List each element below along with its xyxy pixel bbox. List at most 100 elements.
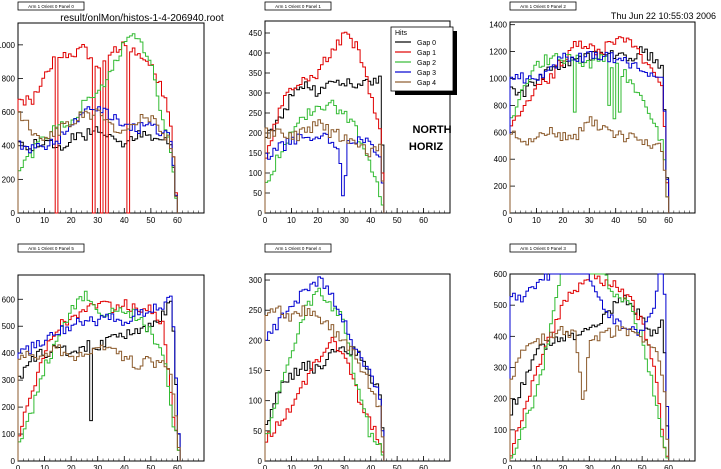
x-tick-label: 20 — [558, 216, 567, 225]
series-line-gap-4 — [264, 305, 385, 461]
series-line-gap-2 — [509, 273, 670, 461]
panel-title-box — [264, 243, 332, 253]
x-tick-label: 10 — [287, 464, 296, 469]
x-tick-label: 60 — [419, 216, 428, 225]
x-tick-label: 60 — [419, 464, 428, 469]
y-tick-label: 100 — [249, 169, 263, 178]
x-tick-label: 20 — [558, 464, 567, 469]
series-line-gap-4 — [264, 119, 385, 213]
y-tick-label: 600 — [2, 108, 16, 117]
x-tick-label: 50 — [146, 216, 155, 225]
x-tick-label: 0 — [263, 216, 268, 225]
y-tick-label: 400 — [2, 142, 16, 151]
series-line-gap-2 — [264, 99, 385, 213]
plot-frame — [509, 21, 696, 214]
y-tick-label: 100 — [249, 397, 263, 406]
panel-title-box — [509, 243, 577, 253]
x-tick-label: 40 — [611, 216, 620, 225]
y-tick-label: 600 — [494, 270, 508, 279]
panel-title: Arm 1 Orient 0 Panel 3 — [520, 246, 566, 251]
x-tick-label: 0 — [16, 216, 21, 225]
series-line-gap-2 — [17, 33, 178, 213]
series-line-gap-1 — [264, 336, 385, 461]
x-tick-label: 20 — [67, 464, 76, 469]
y-tick-label: 500 — [2, 322, 16, 331]
x-tick-label: 30 — [585, 464, 594, 469]
series-line-gap-0 — [17, 126, 178, 213]
series-line-gap-0 — [264, 346, 385, 461]
x-tick-label: 30 — [340, 464, 349, 469]
y-tick-label: 800 — [2, 74, 16, 83]
y-tick-label: 200 — [249, 129, 263, 138]
x-tick-label: 0 — [508, 216, 513, 225]
x-tick-label: 0 — [16, 464, 21, 469]
x-tick-label: 30 — [585, 216, 594, 225]
x-tick-label: 30 — [93, 216, 102, 225]
y-tick-label: 300 — [2, 376, 16, 385]
series-line-gap-1 — [509, 273, 670, 461]
series-line-gap-0 — [264, 75, 385, 213]
y-tick-label: 150 — [249, 149, 263, 158]
panel-title-box — [509, 1, 577, 11]
y-tick-label: 300 — [249, 276, 263, 285]
y-tick-label: 450 — [249, 29, 263, 38]
y-tick-label: 600 — [2, 295, 16, 304]
x-tick-label: 20 — [67, 216, 76, 225]
annotation-north: NORTH — [412, 124, 451, 136]
panel-title: Arm 1 Orient 0 Panel 4 — [275, 246, 321, 251]
histogram-panel: Arm 1 Orient 0 Panel 1 0 10 20 30 40 50 60 0 50 10… — [249, 1, 451, 225]
x-tick-label: 10 — [40, 464, 49, 469]
series-line-gap-2 — [509, 53, 670, 213]
x-tick-label: 60 — [173, 216, 182, 225]
plot-frame — [264, 20, 451, 214]
panel-title-box — [17, 243, 85, 253]
y-tick-label: 200 — [2, 403, 16, 412]
y-tick-label: 0 — [503, 457, 508, 466]
y-tick-label: 200 — [249, 336, 263, 345]
y-tick-label: 250 — [249, 109, 263, 118]
legend-entry: Gap 0 — [417, 40, 436, 47]
x-tick-label: 30 — [93, 464, 102, 469]
histogram-panel: Arm 1 Orient 0 Panel 00 10 20 30 40 50 6002004… — [0, 1, 205, 225]
series-line-gap-4 — [509, 116, 670, 213]
y-tick-label: 50 — [253, 189, 262, 198]
panel-title-box — [17, 1, 85, 11]
y-tick-label: 0 — [258, 209, 263, 218]
y-tick-label: 350 — [249, 69, 263, 78]
y-tick-label: 400 — [249, 49, 263, 58]
x-tick-label: 50 — [638, 216, 647, 225]
legend-entry: Gap 2 — [417, 60, 436, 67]
x-tick-label: 0 — [508, 464, 513, 469]
y-tick-label: 400 — [494, 332, 508, 341]
histogram-panel: Arm 1 Orient 0 Panel 4 0 10 20 30 40 50 60 0 50 10… — [249, 243, 451, 469]
panel-title: Arm 1 Orient 0 Panel 5 — [28, 246, 74, 251]
y-tick-label: 0 — [11, 209, 16, 218]
y-tick-label: 400 — [2, 349, 16, 358]
y-tick-label: 200 — [494, 182, 508, 191]
y-tick-label: 200 — [494, 395, 508, 404]
histogram-panel: Arm 1 Orient 0 Panel 30 10 20 30 40 50 6001002… — [494, 243, 696, 469]
y-tick-label: 200 — [2, 175, 16, 184]
x-tick-label: 60 — [664, 216, 673, 225]
x-tick-label: 10 — [287, 216, 296, 225]
x-tick-label: 20 — [313, 216, 322, 225]
x-tick-label: 10 — [532, 216, 541, 225]
series-line-gap-4 — [509, 325, 670, 461]
legend-title: Hits — [395, 30, 408, 37]
x-tick-label: 30 — [340, 216, 349, 225]
x-tick-label: 40 — [120, 216, 129, 225]
legend-box — [390, 26, 454, 92]
series-line-gap-4 — [17, 344, 181, 461]
series-line-gap-3 — [17, 295, 181, 461]
panel-title: Arm 1 Orient 0 Panel 0 — [28, 4, 74, 9]
series-line-gap-3 — [509, 273, 670, 461]
panel-title: Arm 1 Orient 0 Panel 2 — [520, 4, 566, 9]
x-tick-label: 50 — [146, 464, 155, 469]
x-tick-label: 50 — [638, 464, 647, 469]
x-tick-label: 50 — [393, 464, 402, 469]
series-line-gap-1 — [17, 299, 181, 461]
x-tick-label: 40 — [366, 216, 375, 225]
y-tick-label: 1400 — [489, 21, 507, 30]
legend-entry: Gap 3 — [417, 70, 436, 77]
